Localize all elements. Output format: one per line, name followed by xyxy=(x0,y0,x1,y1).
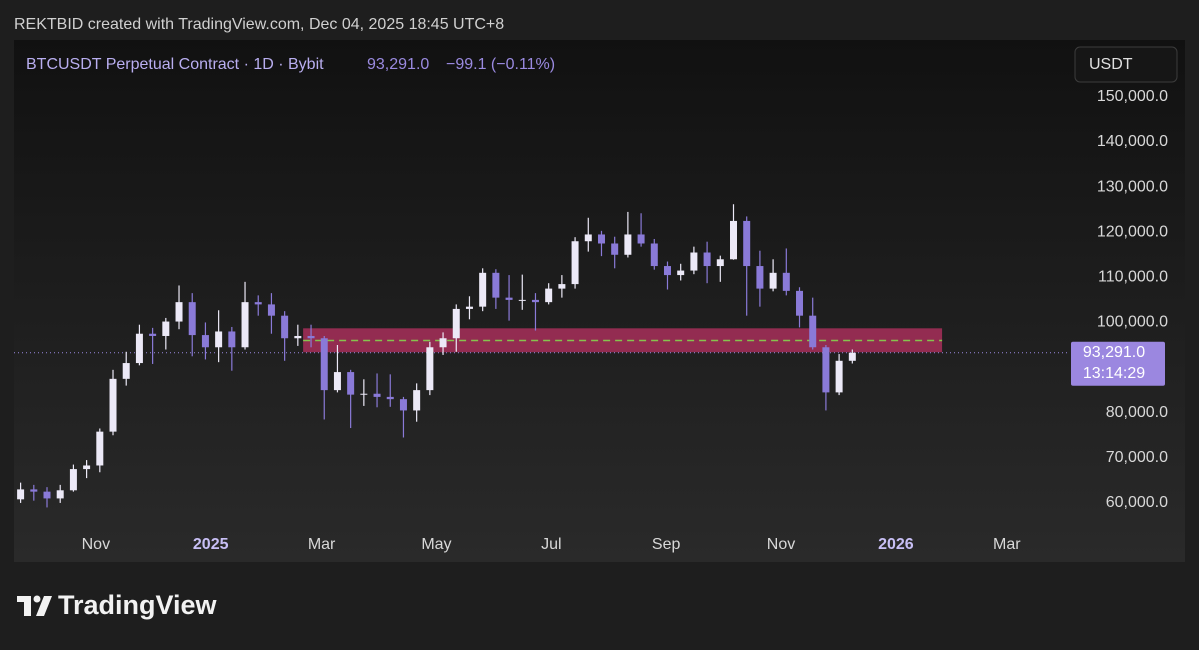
candle-body xyxy=(756,266,764,289)
x-tick-label: Nov xyxy=(82,536,110,553)
candle-body xyxy=(650,243,658,267)
resistance-zone xyxy=(303,328,943,353)
candle-body xyxy=(848,352,856,361)
candle-body xyxy=(822,347,830,393)
x-tick-label: Mar xyxy=(308,536,336,553)
y-tick-label: 150,000.0 xyxy=(1097,88,1168,105)
candle-body xyxy=(69,469,77,491)
y-tick-label: 120,000.0 xyxy=(1097,223,1168,240)
x-tick-label: Jul xyxy=(541,536,561,553)
candle-body xyxy=(307,335,315,339)
candle-body xyxy=(611,243,619,255)
chart-panel xyxy=(14,40,1185,562)
candle-body xyxy=(254,302,262,305)
candle-body xyxy=(584,234,592,242)
candle-body xyxy=(135,333,143,364)
candle-body xyxy=(835,360,843,393)
candle-body xyxy=(558,284,566,289)
candle-body xyxy=(241,302,249,348)
credit: REKTBID created with TradingView.com, De… xyxy=(14,16,504,33)
candle-body xyxy=(505,297,513,300)
candle-body xyxy=(413,390,421,411)
candle-body xyxy=(531,299,539,303)
candle-body xyxy=(439,338,447,348)
candle-body xyxy=(122,363,130,379)
candle-body xyxy=(703,252,711,267)
candle-body xyxy=(162,321,170,336)
candle-body xyxy=(267,304,275,316)
candle-body xyxy=(43,491,51,499)
candle-body xyxy=(426,347,434,391)
brand-logo xyxy=(17,595,52,616)
y-tick-label: 130,000.0 xyxy=(1097,178,1168,195)
countdown: 13:14:29 xyxy=(1083,365,1145,382)
candle-body xyxy=(386,396,394,400)
candle-body xyxy=(690,252,698,271)
candle-body xyxy=(96,431,104,466)
candle-body xyxy=(294,335,302,339)
price-tag-label: 93,291.0 xyxy=(1083,344,1145,361)
candle-body xyxy=(83,465,91,470)
candle-body xyxy=(597,234,605,244)
candle-body xyxy=(677,270,685,276)
candle-body xyxy=(333,372,341,391)
candle-body xyxy=(492,272,500,298)
y-tick-label: 100,000.0 xyxy=(1097,314,1168,331)
candle-body xyxy=(782,272,790,291)
chart-title: BTCUSDT Perpetual Contract · 1D · Bybit xyxy=(26,56,324,73)
currency-label[interactable]: USDT xyxy=(1089,56,1133,73)
x-tick-label: 2026 xyxy=(878,536,914,553)
x-tick-label: 2025 xyxy=(193,536,229,553)
candle-body xyxy=(637,234,645,244)
candle-body xyxy=(479,272,487,307)
candle-body xyxy=(109,378,117,432)
candle-body xyxy=(716,259,724,267)
brand-name: TradingView xyxy=(58,590,218,620)
candle-body xyxy=(571,241,579,285)
x-tick-label: Mar xyxy=(993,536,1021,553)
candle-body xyxy=(729,220,737,260)
candle-body xyxy=(347,372,355,395)
candle-body xyxy=(809,315,817,348)
last-price: 93,291.0 xyxy=(367,56,429,73)
y-tick-label: 70,000.0 xyxy=(1106,449,1168,466)
candle-body xyxy=(17,489,25,500)
y-tick-label: 140,000.0 xyxy=(1097,133,1168,150)
candle-body xyxy=(663,266,671,276)
candle-body xyxy=(452,308,460,339)
candle-body xyxy=(281,315,289,339)
candle-body xyxy=(518,299,526,301)
candle-body xyxy=(399,399,407,411)
y-tick-label: 110,000.0 xyxy=(1098,269,1168,286)
y-tick-label: 60,000.0 xyxy=(1106,494,1168,511)
candle-body xyxy=(56,490,64,499)
currency-button[interactable] xyxy=(1074,46,1178,83)
candle-body xyxy=(796,290,804,316)
candle-body xyxy=(149,333,157,336)
x-tick-label: Sep xyxy=(652,536,681,553)
candle-body xyxy=(545,288,553,303)
candle-body xyxy=(228,331,236,348)
candle-body xyxy=(624,234,632,255)
price-change: −99.1 (−0.11%) xyxy=(446,56,555,73)
candle-body xyxy=(360,393,368,395)
candle-body xyxy=(465,306,473,309)
x-tick-label: Nov xyxy=(767,536,795,553)
candle-body xyxy=(320,338,328,391)
candle-body xyxy=(769,272,777,289)
x-tick-label: May xyxy=(421,536,451,553)
candle-body xyxy=(743,220,751,267)
candle-body xyxy=(201,335,209,348)
price-tag xyxy=(1071,341,1165,386)
candle-body xyxy=(373,393,381,397)
candle-body xyxy=(30,489,38,492)
candle-body xyxy=(215,331,223,348)
candle-body xyxy=(188,302,196,336)
y-tick-label: 80,000.0 xyxy=(1106,404,1168,421)
candle-body xyxy=(175,302,183,322)
